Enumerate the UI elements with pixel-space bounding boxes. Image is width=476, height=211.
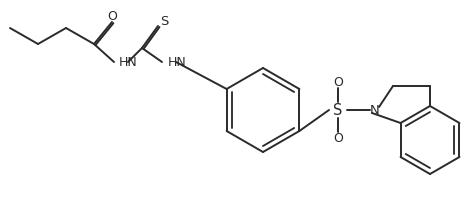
- Text: HN: HN: [168, 55, 187, 69]
- Text: O: O: [107, 9, 117, 23]
- Text: S: S: [333, 103, 343, 118]
- Text: HN: HN: [119, 55, 138, 69]
- Text: S: S: [160, 15, 169, 27]
- Text: O: O: [333, 131, 343, 145]
- Text: N: N: [370, 104, 380, 116]
- Text: O: O: [333, 76, 343, 88]
